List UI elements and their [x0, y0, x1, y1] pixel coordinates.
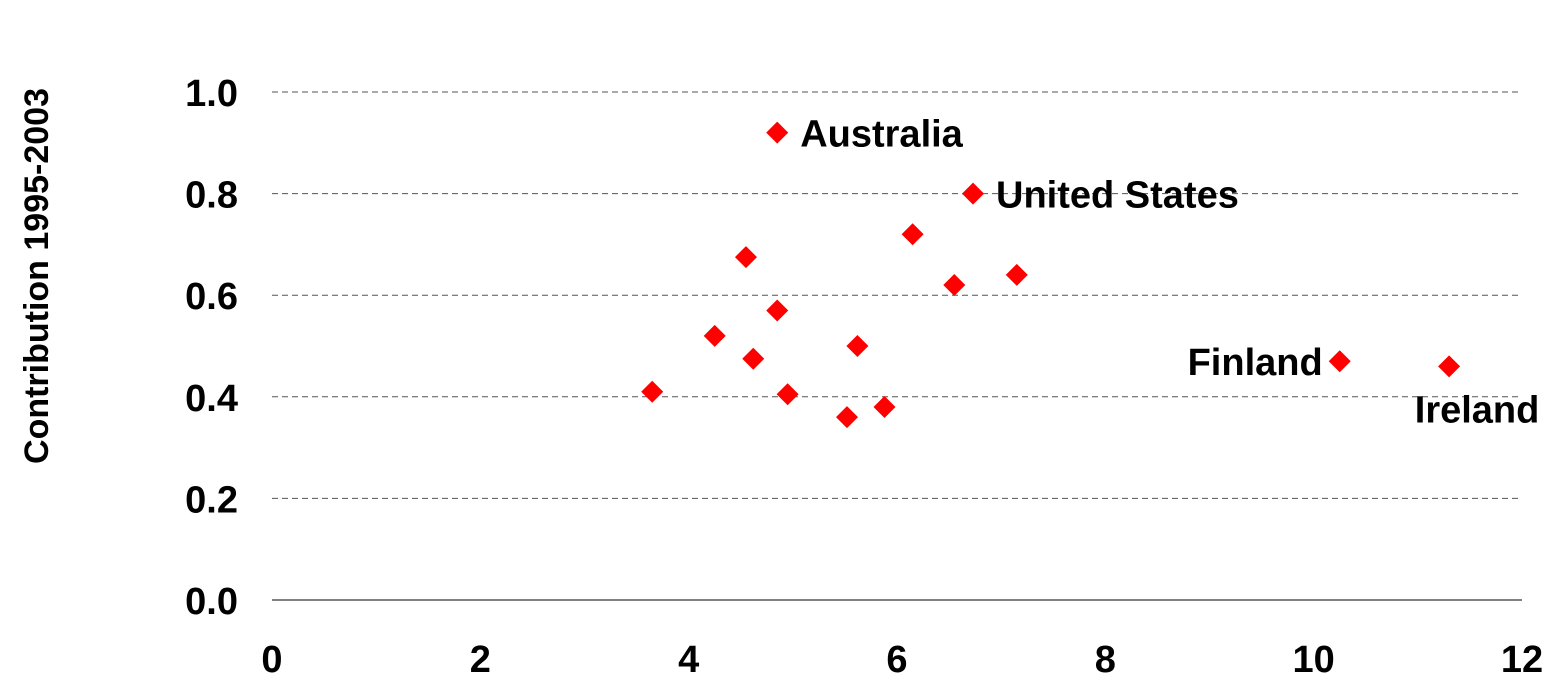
x-tick-label: 12 [1501, 639, 1543, 681]
y-tick-label: 0.8 [185, 175, 238, 217]
y-axis-title: Contribution 1995-2003 [18, 88, 56, 464]
point-label: United States [996, 175, 1239, 217]
data-point [1328, 350, 1351, 373]
data-point [943, 274, 966, 297]
y-tick-label: 0.6 [185, 276, 238, 318]
data-point [734, 246, 757, 269]
data-point [962, 182, 985, 205]
x-tick-label: 6 [886, 639, 907, 681]
label-layer: Australia United States Finland Ireland [800, 114, 1539, 432]
y-tick-label: 0.0 [185, 581, 238, 623]
data-point [742, 347, 765, 370]
axis-layer: 0.0 0.2 0.4 0.6 0.8 1.0 0 2 4 6 8 10 12 [185, 73, 1543, 681]
x-tick-label: 8 [1095, 639, 1116, 681]
data-point [873, 395, 896, 418]
data-point [901, 223, 924, 246]
grid-layer [272, 91, 1522, 499]
y-tick-label: 0.2 [185, 479, 238, 521]
data-point [766, 121, 789, 144]
x-tick-label: 2 [470, 639, 491, 681]
data-point [836, 406, 858, 429]
data-point [703, 324, 726, 347]
point-label: Australia [800, 114, 963, 156]
x-tick-label: 0 [261, 639, 282, 681]
data-point [846, 335, 869, 357]
data-point [776, 383, 799, 406]
x-tick-label: 10 [1293, 639, 1335, 681]
x-tick-label: 4 [678, 639, 699, 681]
point-label: Ireland [1415, 389, 1540, 431]
point-label: Finland [1188, 342, 1323, 384]
point-layer [641, 121, 1461, 429]
y-tick-label: 0.4 [185, 378, 238, 420]
data-point [641, 380, 664, 403]
data-point [1005, 263, 1028, 286]
data-point [1438, 355, 1461, 378]
data-point [766, 299, 789, 322]
y-tick-label: 1.0 [185, 73, 238, 115]
